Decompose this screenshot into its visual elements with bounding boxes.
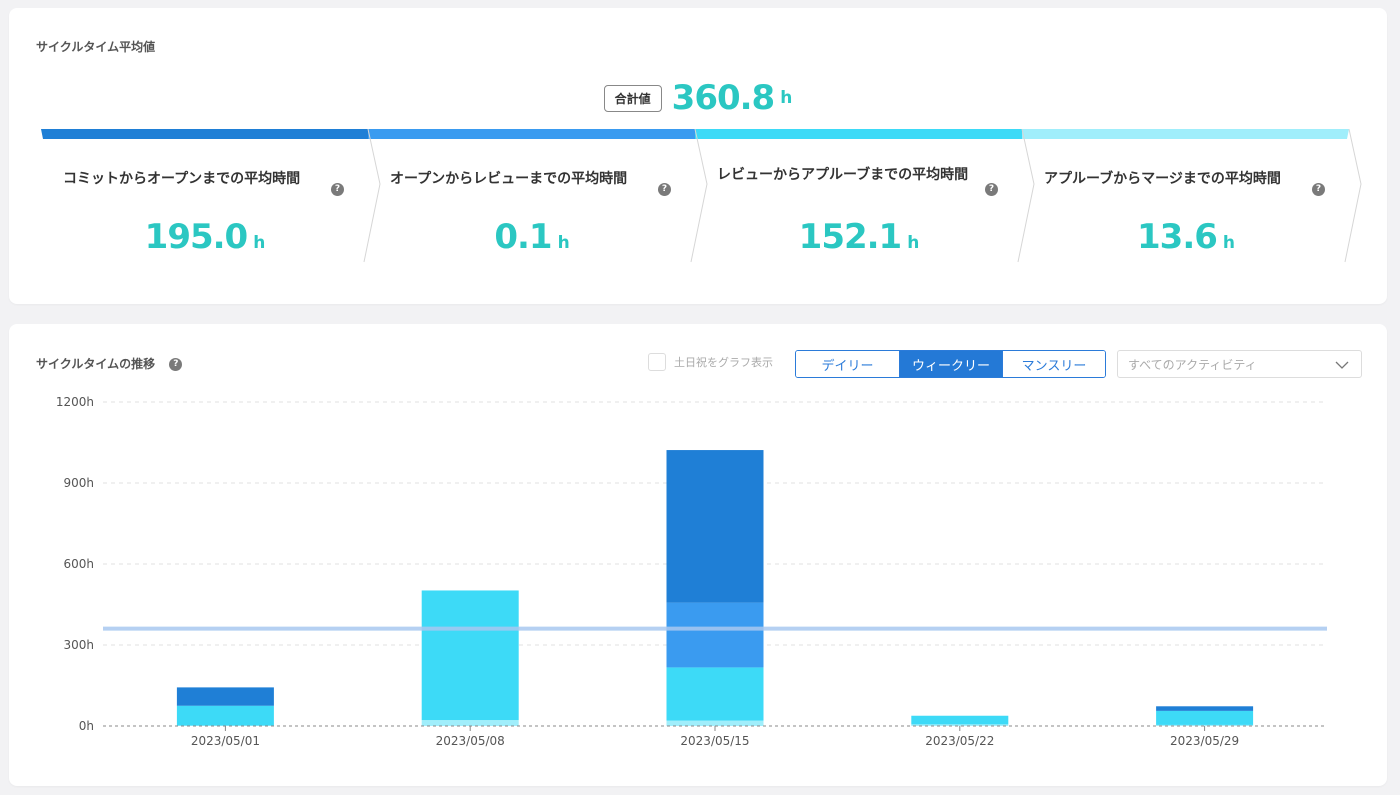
y-tick-label: 600h: [63, 557, 94, 571]
cycle-time-trend-card: サイクルタイムの推移 ? 土日祝をグラフ表示 デイリー ウィークリー マンスリー…: [9, 324, 1387, 786]
stage-label: オープンからレビューまでの平均時間: [390, 171, 628, 187]
bar-segment[interactable]: [1156, 724, 1254, 726]
stage-unit: h: [557, 233, 570, 253]
weekend-label: 土日祝をグラフ表示: [674, 356, 773, 369]
total-value: 360.8: [671, 78, 776, 118]
bar-segment[interactable]: [911, 715, 1009, 725]
bar-segment[interactable]: [176, 705, 274, 726]
y-tick-label: 1200h: [56, 395, 94, 409]
stage-bar-4: [1022, 129, 1349, 139]
bar-segment[interactable]: [1156, 706, 1254, 711]
stage-value-number: 152.1: [798, 217, 903, 257]
help-icon[interactable]: ?: [331, 183, 344, 196]
stage-value-number: 13.6: [1137, 217, 1218, 257]
bar-segment[interactable]: [176, 687, 274, 706]
stage-label: レビューからアプルーブまでの平均時間: [717, 167, 969, 183]
help-icon[interactable]: ?: [1312, 183, 1325, 196]
help-icon[interactable]: ?: [169, 358, 183, 371]
stage-value: 152.1 h: [695, 217, 1022, 257]
stage-approve-to-merge: アプルーブからマージまでの平均時間 ? 13.6 h: [1022, 139, 1349, 264]
stage-value: 195.0 h: [41, 217, 368, 257]
total-label-badge: 合計値: [603, 84, 662, 112]
stage-open-to-review: オープンからレビューまでの平均時間 ? 0.1 h: [368, 139, 695, 264]
bar-segment[interactable]: [1156, 710, 1254, 725]
bar-segment[interactable]: [666, 667, 764, 721]
period-monthly-button[interactable]: マンスリー: [1002, 351, 1105, 377]
stage-unit: h: [1222, 233, 1235, 253]
weekend-checkbox[interactable]: [648, 353, 666, 371]
cycle-time-average-card: サイクルタイム平均値 合計値 360.8 h コミットからオープンまでの平均時間…: [9, 8, 1387, 304]
stage-value-number: 195.0: [144, 217, 249, 257]
stage-bar-2: [368, 129, 695, 139]
bar-segment[interactable]: [666, 602, 764, 668]
stage-value: 0.1 h: [368, 217, 695, 257]
y-tick-label: 0h: [79, 719, 94, 733]
cycle-time-trend-title: サイクルタイムの推移 ?: [36, 355, 183, 372]
x-tick-label: 2023/05/01: [191, 734, 260, 748]
bar-segment[interactable]: [421, 720, 519, 726]
x-tick-label: 2023/05/15: [680, 734, 749, 748]
trend-title-text: サイクルタイムの推移: [36, 357, 156, 371]
stage-bar-3: [695, 129, 1022, 139]
bar-segment[interactable]: [666, 720, 764, 726]
bar-segment[interactable]: [666, 450, 764, 603]
total-summary: 合計値 360.8 h: [9, 78, 1387, 118]
stage-label: コミットからオープンまでの平均時間: [63, 171, 301, 187]
bar-segment[interactable]: [421, 590, 519, 721]
stage-bar-1: [41, 129, 368, 139]
stage-unit: h: [253, 233, 265, 253]
weekend-toggle[interactable]: 土日祝をグラフ表示: [648, 353, 773, 371]
stages-color-bar: [41, 129, 1349, 139]
chevron-down-icon: [1335, 361, 1349, 369]
stage-unit: h: [907, 233, 919, 253]
activity-select-value: すべてのアクティビティ: [1128, 357, 1257, 372]
total-unit: h: [780, 88, 793, 108]
x-tick-label: 2023/05/29: [1170, 734, 1239, 748]
stage-value: 13.6 h: [1022, 217, 1349, 257]
period-daily-button[interactable]: デイリー: [796, 351, 899, 377]
activity-select[interactable]: すべてのアクティビティ: [1117, 350, 1362, 378]
stage-review-to-approve: レビューからアプルーブまでの平均時間 ? 152.1 h: [695, 139, 1022, 264]
x-tick-label: 2023/05/22: [925, 734, 994, 748]
stage-commit-to-open: コミットからオープンまでの平均時間 ? 195.0 h: [41, 139, 368, 264]
stage-value-number: 0.1: [494, 217, 552, 257]
help-icon[interactable]: ?: [985, 183, 998, 196]
x-tick-label: 2023/05/08: [436, 734, 505, 748]
cycle-time-chart: 0h 300h 600h 900h 1200h 2023/05/01 2023/05/08 2…: [56, 395, 1327, 748]
stage-label: アプルーブからマージまでの平均時間: [1044, 171, 1281, 187]
y-tick-label: 300h: [63, 638, 94, 652]
bar-segment[interactable]: [911, 724, 1009, 726]
help-icon[interactable]: ?: [658, 183, 671, 196]
period-selector: デイリー ウィークリー マンスリー: [795, 350, 1106, 378]
period-weekly-button[interactable]: ウィークリー: [899, 351, 1002, 377]
y-tick-label: 900h: [63, 476, 94, 490]
cycle-time-average-title: サイクルタイム平均値: [36, 40, 156, 54]
